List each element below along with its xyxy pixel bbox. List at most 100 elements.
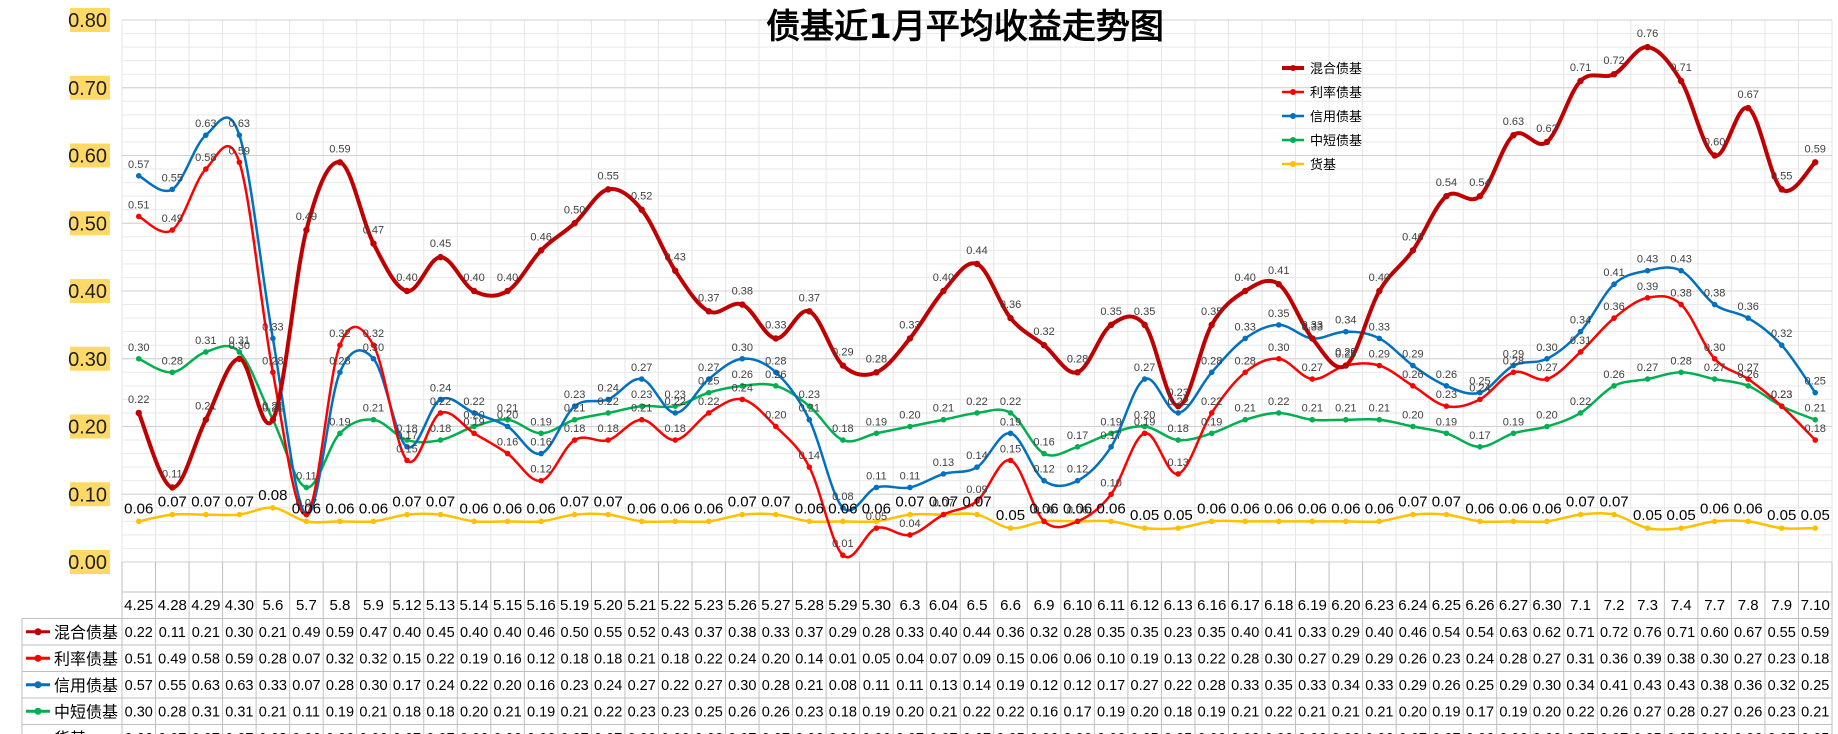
data-point [303, 511, 310, 518]
data-label: 0.21 [564, 403, 585, 415]
data-label: 0.16 [1033, 437, 1054, 449]
data-label: 0.06 [1264, 500, 1293, 517]
x-tick-label: 5.22 [661, 597, 690, 614]
table-series-name: 货基 [54, 729, 86, 734]
x-tick-label: 5.19 [560, 597, 589, 614]
data-label: 0.72 [1603, 55, 1624, 67]
data-label: 0.29 [1335, 347, 1356, 359]
data-point [1108, 518, 1114, 525]
data-point [337, 430, 343, 437]
data-label: 0.21 [1369, 403, 1390, 415]
legend-marker [1290, 113, 1296, 119]
x-tick-label: 5.7 [296, 597, 317, 614]
data-point [1275, 410, 1282, 416]
data-label: 0.32 [1033, 326, 1054, 338]
data-label: 0.22 [698, 396, 719, 408]
data-point [1376, 362, 1383, 369]
table-cell-value: 0.09 [963, 651, 991, 667]
y-tick-label-background [70, 8, 110, 32]
data-label: 0.59 [329, 143, 350, 155]
data-point [773, 423, 779, 430]
table-cell-value: 0.28 [1198, 678, 1226, 694]
table-cell-value: 0.07 [1600, 731, 1628, 734]
data-label: 0.07 [296, 498, 317, 510]
data-label: 0.28 [1670, 355, 1691, 367]
data-label: 0.22 [966, 396, 987, 408]
data-point [135, 518, 142, 525]
data-label: 0.59 [229, 145, 250, 157]
data-point [303, 484, 310, 491]
table-cell-value: 0.19 [460, 651, 488, 667]
table-cell-value: 0.76 [1633, 625, 1661, 641]
x-tick-label: 7.1 [1570, 597, 1591, 614]
x-tick-label: 5.21 [627, 597, 656, 614]
data-label: 0.29 [832, 347, 853, 359]
data-point [1778, 403, 1785, 409]
data-point [1007, 430, 1014, 437]
data-point [1510, 430, 1517, 437]
data-point [638, 403, 645, 409]
data-point [537, 247, 545, 254]
data-point [840, 437, 846, 443]
data-point [1208, 430, 1215, 437]
data-point [1510, 518, 1517, 525]
data-label: 0.05 [866, 511, 887, 523]
table-cell-value: 0.27 [1633, 704, 1661, 720]
data-label: 0.06 [1700, 500, 1729, 517]
table-cell-value: 0.07 [192, 731, 220, 734]
data-label: 0.06 [359, 500, 388, 517]
data-point [1141, 321, 1148, 329]
data-point [169, 186, 176, 193]
data-label: 0.26 [1402, 369, 1423, 381]
data-point [906, 335, 914, 342]
data-point [1677, 77, 1685, 85]
table-cell-value: 0.30 [728, 678, 756, 694]
data-point [370, 240, 377, 247]
data-point [1477, 389, 1483, 396]
data-label: 0.23 [631, 389, 652, 401]
data-label: 0.20 [765, 410, 786, 422]
data-point [203, 166, 209, 172]
table-cell-value: 0.36 [996, 625, 1024, 641]
table-cell-value: 0.34 [1566, 678, 1594, 694]
table-cell-value: 0.13 [1164, 651, 1192, 667]
table-cell-value: 0.05 [1768, 731, 1796, 734]
data-label: 0.27 [1704, 362, 1725, 374]
table-cell-value: 0.20 [762, 651, 790, 667]
table-cell-value: 0.50 [561, 625, 589, 641]
data-label: 0.10 [1100, 477, 1121, 489]
data-label: 0.12 [530, 464, 551, 476]
data-label: 0.21 [1335, 403, 1356, 415]
data-label: 0.07 [191, 494, 220, 511]
data-point [1309, 416, 1316, 423]
y-tick-label: 0.00 [68, 552, 107, 574]
data-label: 0.45 [430, 238, 451, 250]
table-cell-value: 0.30 [1533, 678, 1561, 694]
table-cell-value: 0.19 [862, 704, 890, 720]
data-point [1208, 369, 1215, 376]
data-label: 0.40 [1369, 272, 1390, 284]
table-cell-value: 0.06 [527, 731, 555, 734]
table-cell-value: 0.32 [1768, 678, 1796, 694]
data-point [1745, 315, 1751, 321]
table-cell-value: 0.38 [728, 625, 756, 641]
table-cell-value: 0.22 [661, 678, 689, 694]
data-point [907, 423, 913, 430]
table-cell-value: 0.23 [661, 704, 689, 720]
data-point [571, 416, 578, 423]
data-label: 0.34 [1335, 315, 1356, 327]
table-cell-value: 0.20 [460, 704, 488, 720]
x-tick-label: 6.18 [1264, 597, 1293, 614]
table-cell-value: 0.07 [1432, 731, 1460, 734]
table-cell-value: 0.19 [1097, 704, 1125, 720]
data-point [705, 376, 712, 382]
data-label: 0.59 [1805, 143, 1826, 155]
x-tick-label: 7.2 [1604, 597, 1625, 614]
data-point [471, 423, 477, 430]
data-label: 0.21 [262, 401, 283, 413]
table-cell-value: 0.07 [426, 731, 454, 734]
data-point [739, 396, 746, 403]
data-point [437, 410, 444, 416]
data-point [538, 477, 544, 484]
data-point [1510, 369, 1517, 376]
